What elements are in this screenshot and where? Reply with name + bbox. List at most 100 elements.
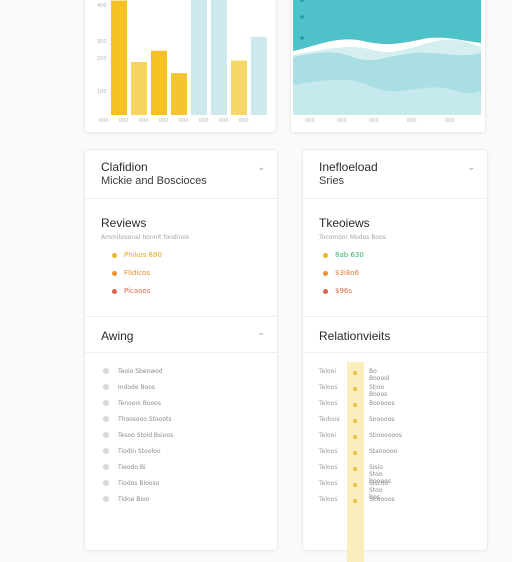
x-tick: 000 [199, 118, 209, 124]
divider [303, 352, 487, 353]
y-tick: 400 [97, 3, 107, 9]
bar [211, 0, 227, 116]
x-tick: 000 [139, 118, 149, 124]
relation-source: Teloos [319, 400, 338, 407]
relations-header[interactable]: Relationvieits [303, 317, 487, 353]
x-tick: 000 [119, 118, 129, 124]
bullet-icon [103, 368, 109, 374]
divider [85, 352, 277, 353]
relation-source: Telooi [319, 368, 337, 375]
panel-header[interactable]: Inefloeload Sries ⌄ [303, 150, 487, 199]
awing-heading: Awing [101, 329, 134, 343]
x-tick: 000 [369, 118, 379, 124]
status-dot-icon [323, 288, 328, 294]
panel-header[interactable]: Clafidion Mickie and Boscioces ⌄ [85, 150, 277, 199]
clafidion-panel: Clafidion Mickie and Boscioces ⌄ Reviews… [84, 149, 278, 551]
relation-source: Teloos [319, 384, 338, 391]
panel-subtitle: Mickie and Boscioces [101, 175, 207, 187]
awing-header[interactable]: Awing ⌄ [85, 317, 277, 353]
list-item-label: Tesoo Stoid Bsioos [118, 431, 174, 439]
area-marker [300, 15, 304, 19]
x-tick: 000 [445, 118, 455, 124]
bullet-icon [103, 448, 109, 454]
review-text: Phikos 880 [124, 251, 162, 259]
list-item[interactable]: Tiodin Stooloo [103, 446, 161, 456]
relation-source: Teloos [319, 480, 338, 487]
panel-title: Inefloeload [319, 160, 378, 174]
reviews-caption: Ammitosonal bonnit fondinos [101, 234, 190, 241]
list-item[interactable]: Tidoe Bioo [103, 494, 149, 504]
area-marker [300, 36, 304, 40]
review-item: Flidicos [112, 268, 150, 278]
list-item-label: Teoio Sbeowod [118, 367, 163, 375]
relation-source: Tedoos [319, 416, 340, 423]
bullet-icon [103, 400, 109, 406]
divider [303, 316, 487, 317]
bar-chart [111, 0, 267, 116]
relation-marker-icon [353, 403, 357, 407]
relation-target: Stioo Booos [369, 384, 388, 398]
list-item[interactable]: Tesoo Stoid Bsioos [103, 430, 173, 440]
list-item-label: Tieodo Bi [118, 463, 146, 471]
area-chart [293, 0, 481, 115]
review-item: Picaoos [112, 286, 150, 296]
bullet-icon [103, 432, 109, 438]
relation-marker-icon [353, 499, 357, 503]
reviews-heading: Tkeoiews [319, 216, 370, 230]
relation-marker-icon [353, 371, 357, 375]
bullet-icon [103, 480, 109, 486]
x-tick: 000 [407, 118, 417, 124]
relations-heading: Relationvieits [319, 329, 391, 343]
list-item-label: Indode Boos [118, 383, 156, 391]
bullet-icon [103, 384, 109, 390]
list-item[interactable]: Tiodos Biooso [103, 478, 159, 488]
bar [131, 61, 147, 115]
review-item: $96s [323, 286, 352, 296]
status-dot-icon [112, 252, 117, 258]
x-tick: 000 [99, 118, 109, 124]
review-text: $96s [335, 287, 353, 295]
review-text: Flidicos [124, 269, 151, 277]
chevron-down-icon[interactable]: ⌄ [257, 162, 265, 172]
list-item-label: Thoosooo Stooots [118, 415, 172, 423]
bar [151, 50, 167, 116]
x-tick: 000 [239, 118, 249, 124]
list-item-label: Tenoooi Booos [118, 399, 161, 407]
relation-source: Telooi [319, 432, 337, 439]
list-item[interactable]: Thoosooo Stooots [103, 414, 172, 424]
area-marker [300, 0, 304, 2]
relation-target: Bo Booool [369, 368, 390, 382]
relation-target: Staooooo [369, 448, 398, 455]
list-item[interactable]: Tieodo Bi [103, 462, 146, 472]
list-item[interactable]: Tenoooi Booos [103, 398, 161, 408]
review-text: 8ab 630 [335, 251, 364, 259]
relation-target: Stioooos [369, 496, 395, 503]
bullet-icon [103, 464, 109, 470]
area-series-teal [293, 0, 481, 51]
bar [231, 60, 247, 115]
y-tick: 100 [97, 89, 107, 95]
relation-target: Stioooooos [369, 432, 402, 439]
list-item[interactable]: Teoio Sbeowod [103, 366, 163, 376]
reviews-heading: Reviews [101, 216, 147, 230]
area-series-front [293, 79, 481, 115]
panel-title: Clafidion [101, 160, 148, 174]
bar [251, 36, 267, 115]
bar [191, 0, 207, 116]
chevron-down-icon[interactable]: ⌄ [257, 327, 265, 337]
panel-subtitle: Sries [319, 175, 345, 187]
relation-source: Teloos [319, 464, 338, 471]
chevron-down-icon[interactable]: ⌄ [467, 162, 475, 172]
list-item[interactable]: Indode Boos [103, 382, 155, 392]
relation-target: Booooos [369, 400, 395, 407]
review-text: Picaoos [124, 287, 151, 295]
relation-source: Teloos [319, 448, 338, 455]
y-tick: 200 [97, 56, 107, 62]
status-dot-icon [323, 252, 328, 258]
bar-chart-card: 400 300 200 100 000 000 000 000 000 000 000 000 [84, 0, 277, 133]
status-dot-icon [112, 270, 117, 276]
review-text: $3i8o6 [335, 269, 360, 277]
review-item: Phikos 880 [112, 250, 162, 260]
x-tick: 000 [305, 118, 315, 124]
status-dot-icon [112, 288, 117, 294]
